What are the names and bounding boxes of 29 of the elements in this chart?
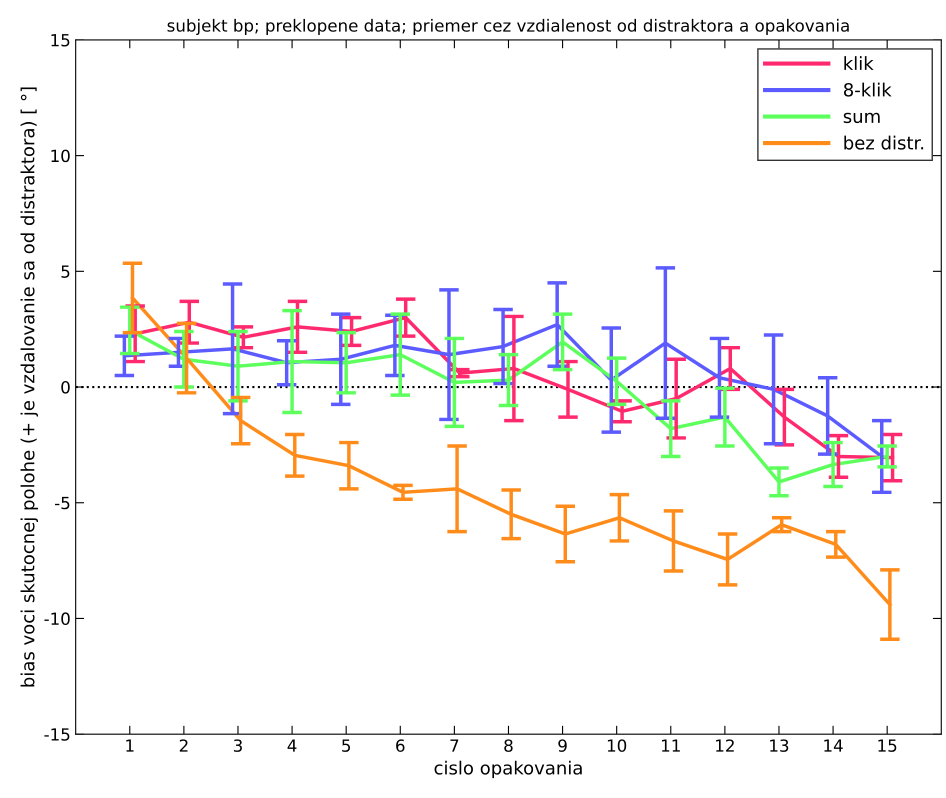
y-axis-title: bias voci skutocnej polohe (+ je vzdalovanie sa od distraktora) [ °]: [20, 87, 38, 687]
legend-label: bez distr.: [844, 136, 924, 150]
legend-label: klik: [844, 56, 874, 70]
y-tick-label: -5: [55, 496, 70, 510]
y-tick-label: -15: [44, 728, 70, 741]
x-tick-label: 3: [234, 739, 242, 752]
x-tick-label: 9: [558, 739, 567, 752]
y-tick-label: 0: [61, 380, 70, 394]
x-axis-title: cislo opakovania: [434, 760, 582, 778]
x-tick-label: 4: [288, 740, 296, 752]
x-tick-label: 14: [824, 740, 843, 752]
legend-label: sum: [844, 112, 880, 124]
x-tick-label: 13: [770, 739, 788, 752]
x-tick-label: 5: [342, 740, 350, 752]
legend-label: 8-klik: [844, 82, 892, 97]
x-tick-label: 11: [662, 740, 680, 752]
x-tick-label: 2: [180, 739, 188, 752]
y-tick-label: -10: [44, 612, 70, 626]
x-tick-label: 1: [126, 740, 134, 752]
chart-title: subjekt bp; preklopene data; priemer cez vzdialenost od distraktora a opakovania: [168, 18, 849, 36]
y-tick-label: 5: [62, 266, 70, 278]
y-tick-label: 10: [51, 150, 70, 162]
x-tick-label: 7: [450, 740, 458, 752]
x-tick-label: 15: [878, 740, 896, 752]
x-tick-label: 6: [396, 739, 405, 752]
x-tick-label: 10: [608, 739, 626, 752]
y-tick-label: 15: [51, 34, 70, 46]
x-tick-label: 8: [504, 739, 513, 752]
x-tick-label: 12: [716, 739, 734, 752]
